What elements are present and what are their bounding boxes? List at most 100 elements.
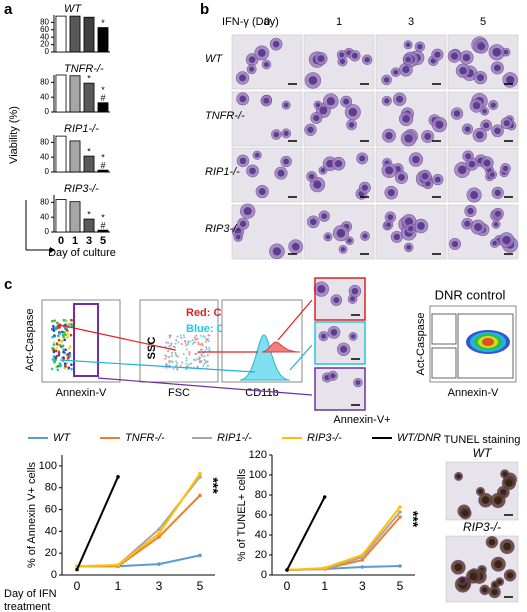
y-tick-label: 60 xyxy=(40,25,49,34)
nucleus xyxy=(472,102,481,110)
day-label: 1 xyxy=(336,16,342,28)
x-axis-label: Day of IFN treatment xyxy=(4,588,57,612)
event-dot xyxy=(179,364,182,367)
histogram-blue xyxy=(239,334,291,381)
significance-mark: # xyxy=(100,161,105,171)
event-dot xyxy=(67,322,70,325)
nucleus xyxy=(283,130,289,136)
x-tick-label: 3 xyxy=(359,579,366,593)
event-dot xyxy=(65,336,69,339)
nucleus xyxy=(343,98,350,105)
event-dot xyxy=(53,334,56,337)
point xyxy=(157,527,161,531)
event-dot xyxy=(164,357,167,360)
nucleus xyxy=(502,165,509,172)
nucleus xyxy=(503,542,512,551)
y-tick-label: 0 xyxy=(51,569,57,581)
nucleus xyxy=(494,210,501,217)
histogram-red xyxy=(261,341,301,353)
event-dot xyxy=(52,324,55,328)
x-tick-label: 3 xyxy=(86,235,92,247)
event-dot xyxy=(69,333,73,337)
bar xyxy=(97,169,109,173)
event-dot xyxy=(54,328,57,331)
y-tick-label: 40 xyxy=(40,32,49,41)
event-dot xyxy=(168,359,171,362)
y-tick-label: 80 xyxy=(40,78,49,87)
significance-mark: * xyxy=(87,74,91,84)
nucleus xyxy=(502,235,511,245)
panel-label: b xyxy=(200,1,209,18)
arrow xyxy=(59,324,176,351)
event-dot xyxy=(207,340,210,343)
nucleus xyxy=(320,333,327,339)
arrow xyxy=(277,299,313,341)
nucleus xyxy=(319,106,328,115)
nucleus xyxy=(386,222,391,228)
event-dot xyxy=(59,364,62,368)
y-axis-label: Act-Caspase xyxy=(415,313,427,376)
event-dot xyxy=(180,342,183,345)
event-dot xyxy=(51,335,54,339)
nucleus xyxy=(464,220,471,227)
nucleus xyxy=(272,247,282,256)
event-dot xyxy=(196,365,199,368)
bar xyxy=(69,75,81,113)
event-dot xyxy=(201,344,204,347)
event-dot xyxy=(50,367,54,371)
bar xyxy=(55,135,67,173)
event-dot xyxy=(168,336,171,339)
nucleus xyxy=(387,214,394,221)
bar xyxy=(83,155,95,173)
nucleus xyxy=(482,108,487,114)
event-dot xyxy=(177,355,180,358)
nucleus xyxy=(393,233,400,240)
nucleus xyxy=(249,66,255,72)
event-dot xyxy=(64,333,67,337)
event-dot xyxy=(193,336,196,339)
nucleus xyxy=(325,234,331,240)
nucleus xyxy=(317,55,325,63)
nucleus xyxy=(497,579,503,585)
y-tick-label: 80 xyxy=(40,138,49,147)
event-dot xyxy=(187,340,190,343)
event-dot xyxy=(189,340,192,343)
nucleus xyxy=(364,57,370,63)
y-tick-label: 80 xyxy=(45,482,57,494)
nucleus xyxy=(451,240,459,248)
series-line xyxy=(76,476,201,568)
row-label: TNFR-/- xyxy=(205,110,245,122)
nucleus xyxy=(490,102,496,108)
column-header: IFN-γ (Day) xyxy=(222,16,279,28)
legend-label: WT xyxy=(53,432,71,444)
event-dot xyxy=(66,332,70,336)
event-dot xyxy=(176,362,179,365)
nucleus xyxy=(258,188,266,196)
x-axis-label: Day of culture xyxy=(48,247,116,259)
series-line xyxy=(77,494,201,568)
nucleus xyxy=(320,168,326,173)
point xyxy=(398,515,402,519)
y-tick-label: 40 xyxy=(255,529,267,541)
event-dot xyxy=(200,353,203,356)
nucleus xyxy=(468,160,476,168)
nucleus xyxy=(478,489,483,494)
nucleus xyxy=(291,242,300,251)
significance-mark: * xyxy=(101,153,105,163)
nucleus xyxy=(465,153,472,160)
event-dot xyxy=(53,319,56,322)
nucleus xyxy=(456,474,461,479)
event-dot xyxy=(206,354,209,357)
nucleus xyxy=(402,65,410,74)
nucleus xyxy=(330,373,336,379)
event-dot xyxy=(170,342,173,345)
event-dot xyxy=(206,360,209,363)
event-dot xyxy=(183,336,186,339)
y-tick-label: 20 xyxy=(40,40,49,49)
event-dot xyxy=(190,362,193,365)
nucleus xyxy=(464,126,471,132)
y-tick-label: 100 xyxy=(39,460,57,472)
nucleus xyxy=(310,218,317,226)
nucleus xyxy=(308,76,318,85)
event-dot xyxy=(198,357,201,360)
